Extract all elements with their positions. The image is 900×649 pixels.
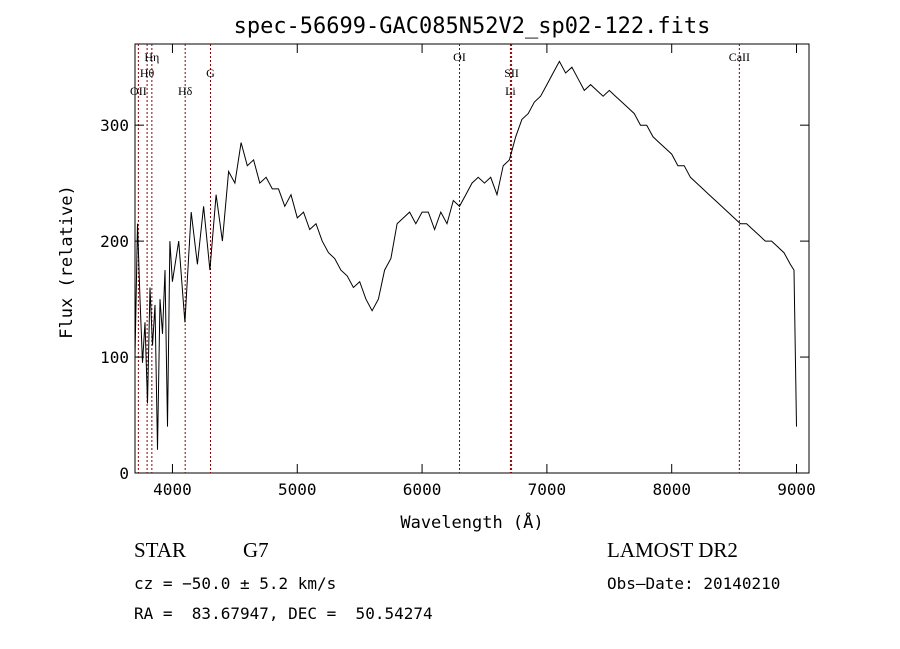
redshift-velocity: cz = −50.0 ± 5.2 km/s (134, 574, 337, 593)
y-axis-label: Flux (relative) (57, 185, 77, 339)
spectral-line-label: SII (504, 66, 519, 80)
spectral-line-label: OII (130, 84, 147, 98)
x-axis-label: Wavelength (Å) (400, 511, 543, 533)
survey-name: LAMOST DR2 (607, 538, 738, 562)
spectral-line-label: CaII (729, 50, 750, 64)
spectrum-line (134, 60, 797, 450)
axis-ticks: 4000 5000 6000 7000 8000 9000 0 100 200 300 (100, 44, 816, 499)
spectral-line-label: Li (505, 84, 516, 98)
chart-title: spec-56699-GAC085N52V2_sp02-122.fits (234, 14, 711, 39)
spectral-line-label: OI (453, 50, 466, 64)
spectral-line-label: Hδ (178, 84, 193, 98)
observation-date: Obs–Date: 20140210 (607, 574, 781, 593)
spectral-line-label: Hθ (140, 66, 155, 80)
coordinates: RA = 83.67947, DEC = 50.54274 (134, 604, 433, 623)
x-tick-label: 5000 (278, 480, 317, 499)
x-tick-label: 4000 (153, 480, 192, 499)
x-tick-label: 7000 (528, 480, 567, 499)
y-tick-label: 0 (119, 464, 129, 483)
plot-frame (134, 43, 810, 474)
spectral-line-label: G (206, 66, 215, 80)
x-tick-label: 6000 (403, 480, 442, 499)
x-tick-label: 9000 (777, 480, 816, 499)
y-tick-label: 100 (100, 348, 129, 367)
spectral-line-label: Hη (144, 50, 159, 64)
object-subclass: G7 (243, 538, 269, 562)
spectrum-series (134, 60, 797, 450)
y-tick-label: 200 (100, 232, 129, 251)
spectral-lines: OII Hθ Hη Hδ G OI SII Li CaII (130, 44, 750, 473)
object-class: STAR (134, 538, 186, 562)
x-tick-label: 8000 (652, 480, 691, 499)
y-tick-label: 300 (100, 116, 129, 135)
